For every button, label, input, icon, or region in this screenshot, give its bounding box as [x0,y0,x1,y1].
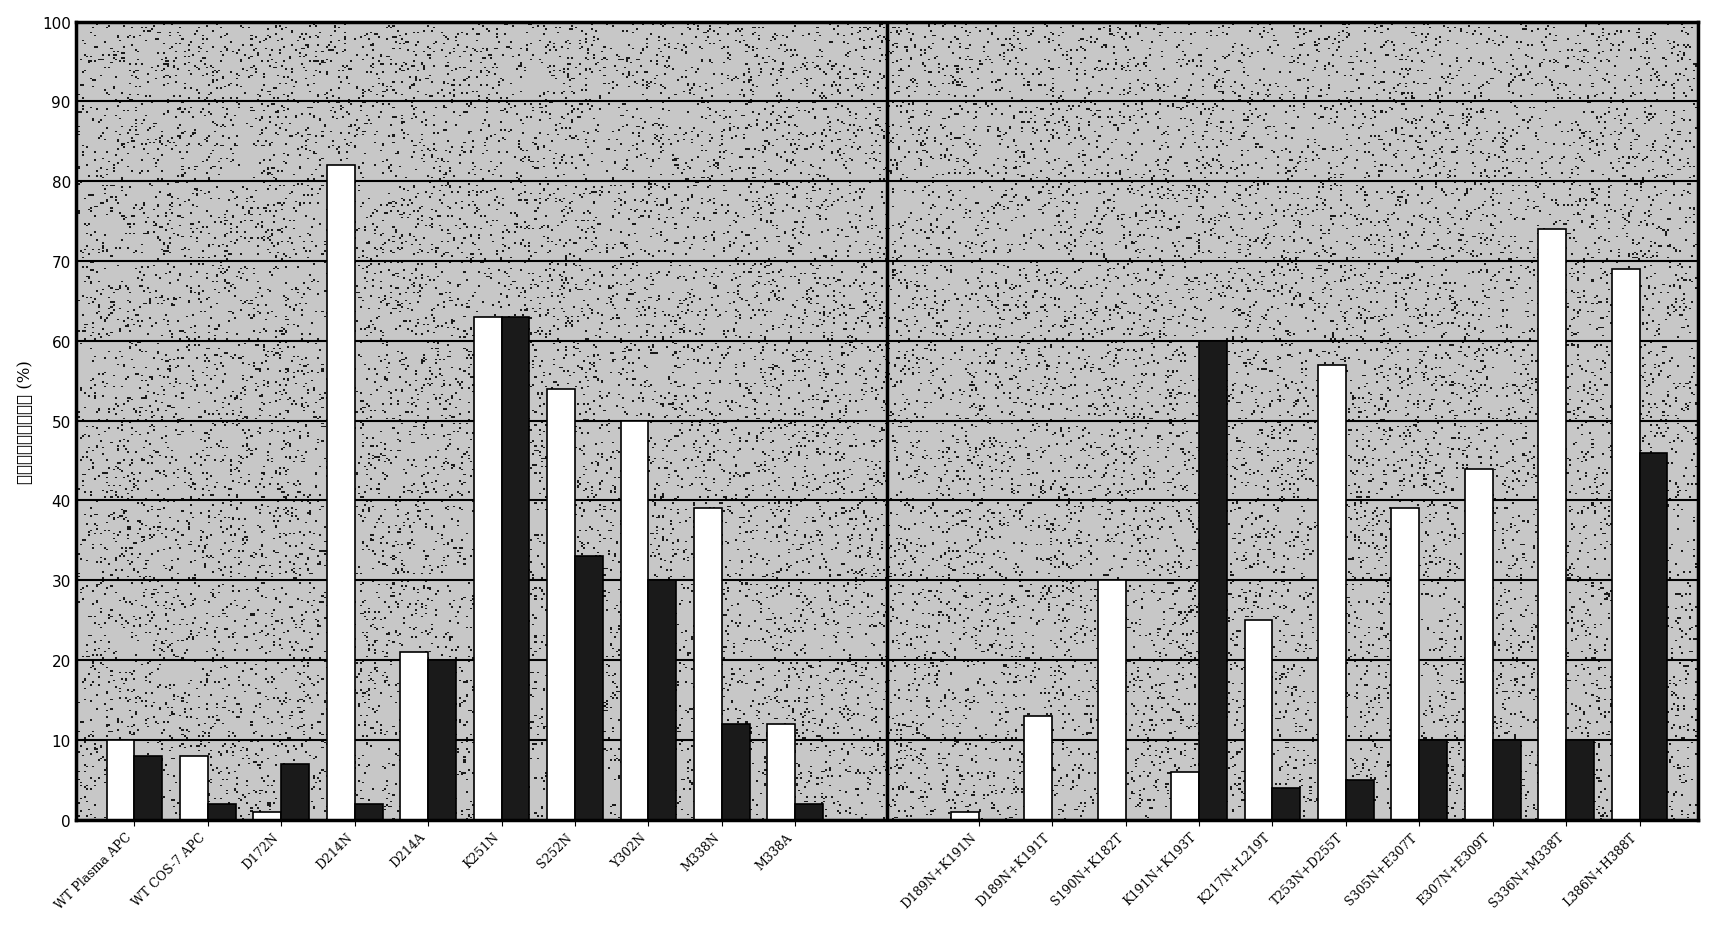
Bar [327,166,355,819]
Bar [722,724,749,819]
Bar [1171,772,1198,819]
Bar [1639,453,1666,819]
Bar [620,421,648,819]
Bar [1537,230,1565,819]
Bar [207,804,235,819]
Bar [766,724,795,819]
Bar [1419,740,1447,819]
Bar [1390,509,1419,819]
Bar [1318,366,1345,819]
Bar [281,764,309,819]
Bar [106,740,134,819]
Bar [1345,780,1373,819]
Bar [574,557,603,819]
Bar [694,509,722,819]
Bar [1244,621,1272,819]
Bar [1023,716,1052,819]
Bar [473,317,500,819]
Bar [648,581,675,819]
Bar [1097,581,1124,819]
Bar [1611,270,1639,819]
Bar [1565,740,1592,819]
Bar [355,804,382,819]
Bar [134,756,163,819]
Bar [500,317,530,819]
Bar [1491,740,1520,819]
Bar [795,804,823,819]
Bar [1198,342,1226,819]
Bar [950,812,979,819]
Bar [254,812,281,819]
Bar [399,652,428,819]
Bar [547,390,574,819]
Bar [1272,788,1299,819]
Bar [1464,469,1491,819]
Bar [428,661,456,819]
Bar [180,756,207,819]
Y-axis label: 残余的酰胺裂解活性 (%): 残余的酰胺裂解活性 (%) [17,359,34,483]
